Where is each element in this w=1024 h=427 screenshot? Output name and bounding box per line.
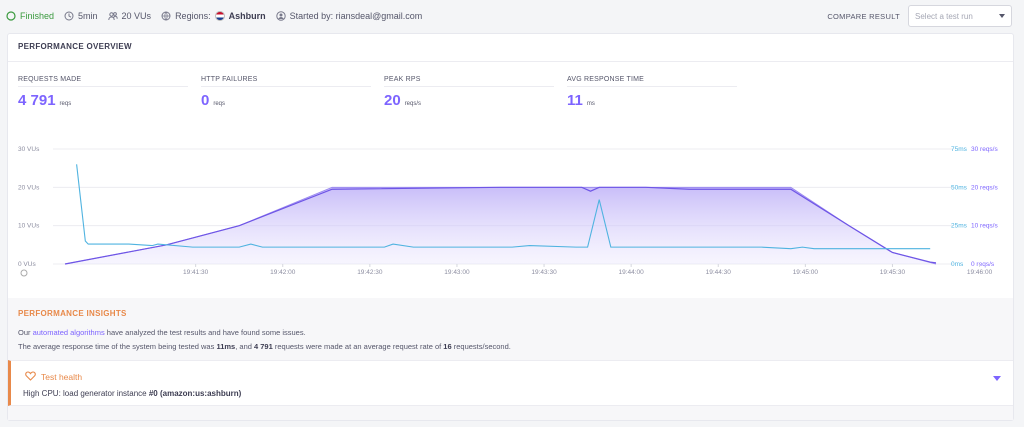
status-text: Finished [20, 11, 55, 21]
insights-requests: 4 791 [254, 342, 273, 351]
health-desc-bold: #0 (amazon:us:ashburn) [148, 389, 242, 398]
x-tick-label: 19:44:00 [618, 269, 644, 276]
compare-label: COMPARE RESULT [827, 11, 900, 21]
kpi-label: REQUESTS MADE [18, 76, 188, 87]
health-desc-pre: High CPU: load generator instance [23, 389, 149, 398]
y-tick-label-ms: 50ms [951, 184, 968, 191]
y-tick-label-rps: 30 reqs/s [971, 146, 998, 153]
insights-line-1-pre: Our [18, 328, 33, 337]
kpi-requests-made: REQUESTS MADE 4 791 reqs [18, 76, 188, 109]
test-health-panel[interactable]: Test health High CPU: load generator ins… [8, 360, 1013, 406]
insights-rate: 16 [443, 342, 452, 351]
insights-text: The average response time of the system … [18, 342, 217, 351]
user-circle-icon [275, 11, 286, 21]
kpi-peak-rps: PEAK RPS 20 reqs/s [384, 76, 554, 109]
y-tick-label-vus: 30 VUs [18, 146, 40, 153]
regions-label: Regions: [175, 11, 211, 21]
kpi-value: 11 [567, 92, 583, 109]
globe-icon [161, 11, 171, 21]
kpi-value: 20 [384, 92, 401, 109]
rps-line [64, 186, 937, 265]
vus-text: 20 VUs [121, 11, 152, 21]
us-flag-icon [214, 11, 225, 21]
insights-avg-response: 11ms [216, 342, 236, 351]
duration-text: 5min [78, 11, 98, 21]
vus: 20 VUs [107, 11, 152, 21]
kpi-unit: ms [586, 101, 595, 107]
y-tick-label-rps: 20 reqs/s [971, 184, 998, 191]
started-by-text: Started by: riansdeal@gmail.com [289, 11, 423, 21]
insights-line-1-post: have analyzed the test results and have … [104, 328, 306, 337]
y-tick-label-ms: 75ms [951, 146, 968, 153]
y-tick-label-rps: 0 reqs/s [971, 261, 995, 268]
x-tick-label: 19:42:00 [270, 269, 296, 276]
performance-chart[interactable]: 30 VUs 75ms 30 reqs/s 20 VUs 50ms 20 reqs/s 10… [8, 139, 1013, 289]
x-tick-label: 19:45:30 [880, 269, 906, 276]
time-origin-icon [20, 269, 28, 277]
kpi-label: PEAK RPS [384, 76, 554, 87]
heart-icon [25, 371, 36, 381]
x-tick-label: 19:42:30 [357, 269, 383, 276]
compare-result: COMPARE RESULT Select a test run [827, 5, 1012, 27]
vus-area [65, 187, 936, 264]
kpi-unit: reqs/s [404, 101, 422, 107]
chevron-down-icon [999, 14, 1005, 18]
region-name: Ashburn [228, 11, 266, 21]
test-health-title: Test health [41, 372, 83, 382]
clock-icon [64, 11, 74, 21]
y-tick-label-ms: 25ms [951, 223, 968, 230]
automated-algorithms-link[interactable]: automated algorithms [32, 328, 105, 337]
kpi-value: 4 791 [18, 92, 56, 109]
y-tick-label-vus: 20 VUs [18, 184, 40, 191]
circle-check-icon [6, 11, 16, 21]
title-divider [8, 61, 1013, 62]
insights-line-1: Our automated algorithms have analyzed t… [18, 328, 306, 337]
performance-overview-card: PERFORMANCE OVERVIEW REQUESTS MADE 4 791… [7, 33, 1014, 421]
x-tick-label: 19:43:00 [444, 269, 470, 276]
y-tick-label-vus: 0 VUs [18, 261, 36, 268]
started-by: Started by: riansdeal@gmail.com [275, 11, 423, 21]
insights-text: requests were made at an average request… [272, 342, 444, 351]
kpi-label: HTTP FAILURES [201, 76, 371, 87]
insights-title: PERFORMANCE INSIGHTS [18, 309, 127, 318]
y-tick-label-ms: 0ms [951, 261, 964, 268]
expand-chevron-icon[interactable] [993, 376, 1001, 381]
kpi-http-failures: HTTP FAILURES 0 reqs [201, 76, 371, 109]
compare-select[interactable]: Select a test run [908, 5, 1012, 27]
insights-text: requests/second. [451, 342, 511, 351]
test-health-desc: High CPU: load generator instance #0 (am… [23, 389, 241, 398]
regions: Regions: Ashburn [161, 11, 266, 21]
x-tick-label: 19:41:30 [183, 269, 209, 276]
compare-placeholder: Select a test run [915, 11, 973, 21]
performance-chart-svg[interactable]: 30 VUs 75ms 30 reqs/s 20 VUs 50ms 20 reqs/s 10… [8, 139, 1013, 289]
insights-line-2: The average response time of the system … [18, 342, 511, 351]
duration: 5min [64, 11, 98, 21]
y-tick-label-vus: 10 VUs [18, 223, 40, 230]
response-time-line [76, 164, 931, 250]
users-icon [107, 12, 118, 21]
status-badge: Finished [6, 11, 54, 21]
kpi-unit: reqs [213, 101, 226, 107]
kpi-unit: reqs [59, 101, 72, 107]
x-tick-label: 19:44:30 [706, 269, 732, 276]
kpi-value: 0 [201, 92, 210, 109]
kpi-label: AVG RESPONSE TIME [567, 76, 737, 87]
x-tick-label: 19:46:00 [967, 269, 993, 276]
x-tick-label: 19:45:00 [793, 269, 819, 276]
overview-title: PERFORMANCE OVERVIEW [18, 42, 132, 51]
test-run-header: Finished 5min 20 VUs Regions: Ashburn St… [0, 0, 1024, 32]
kpi-avg-response-time: AVG RESPONSE TIME 11 ms [567, 76, 737, 109]
insights-text: , and [235, 342, 254, 351]
y-tick-label-rps: 10 reqs/s [971, 223, 998, 230]
x-tick-label: 19:43:30 [531, 269, 557, 276]
